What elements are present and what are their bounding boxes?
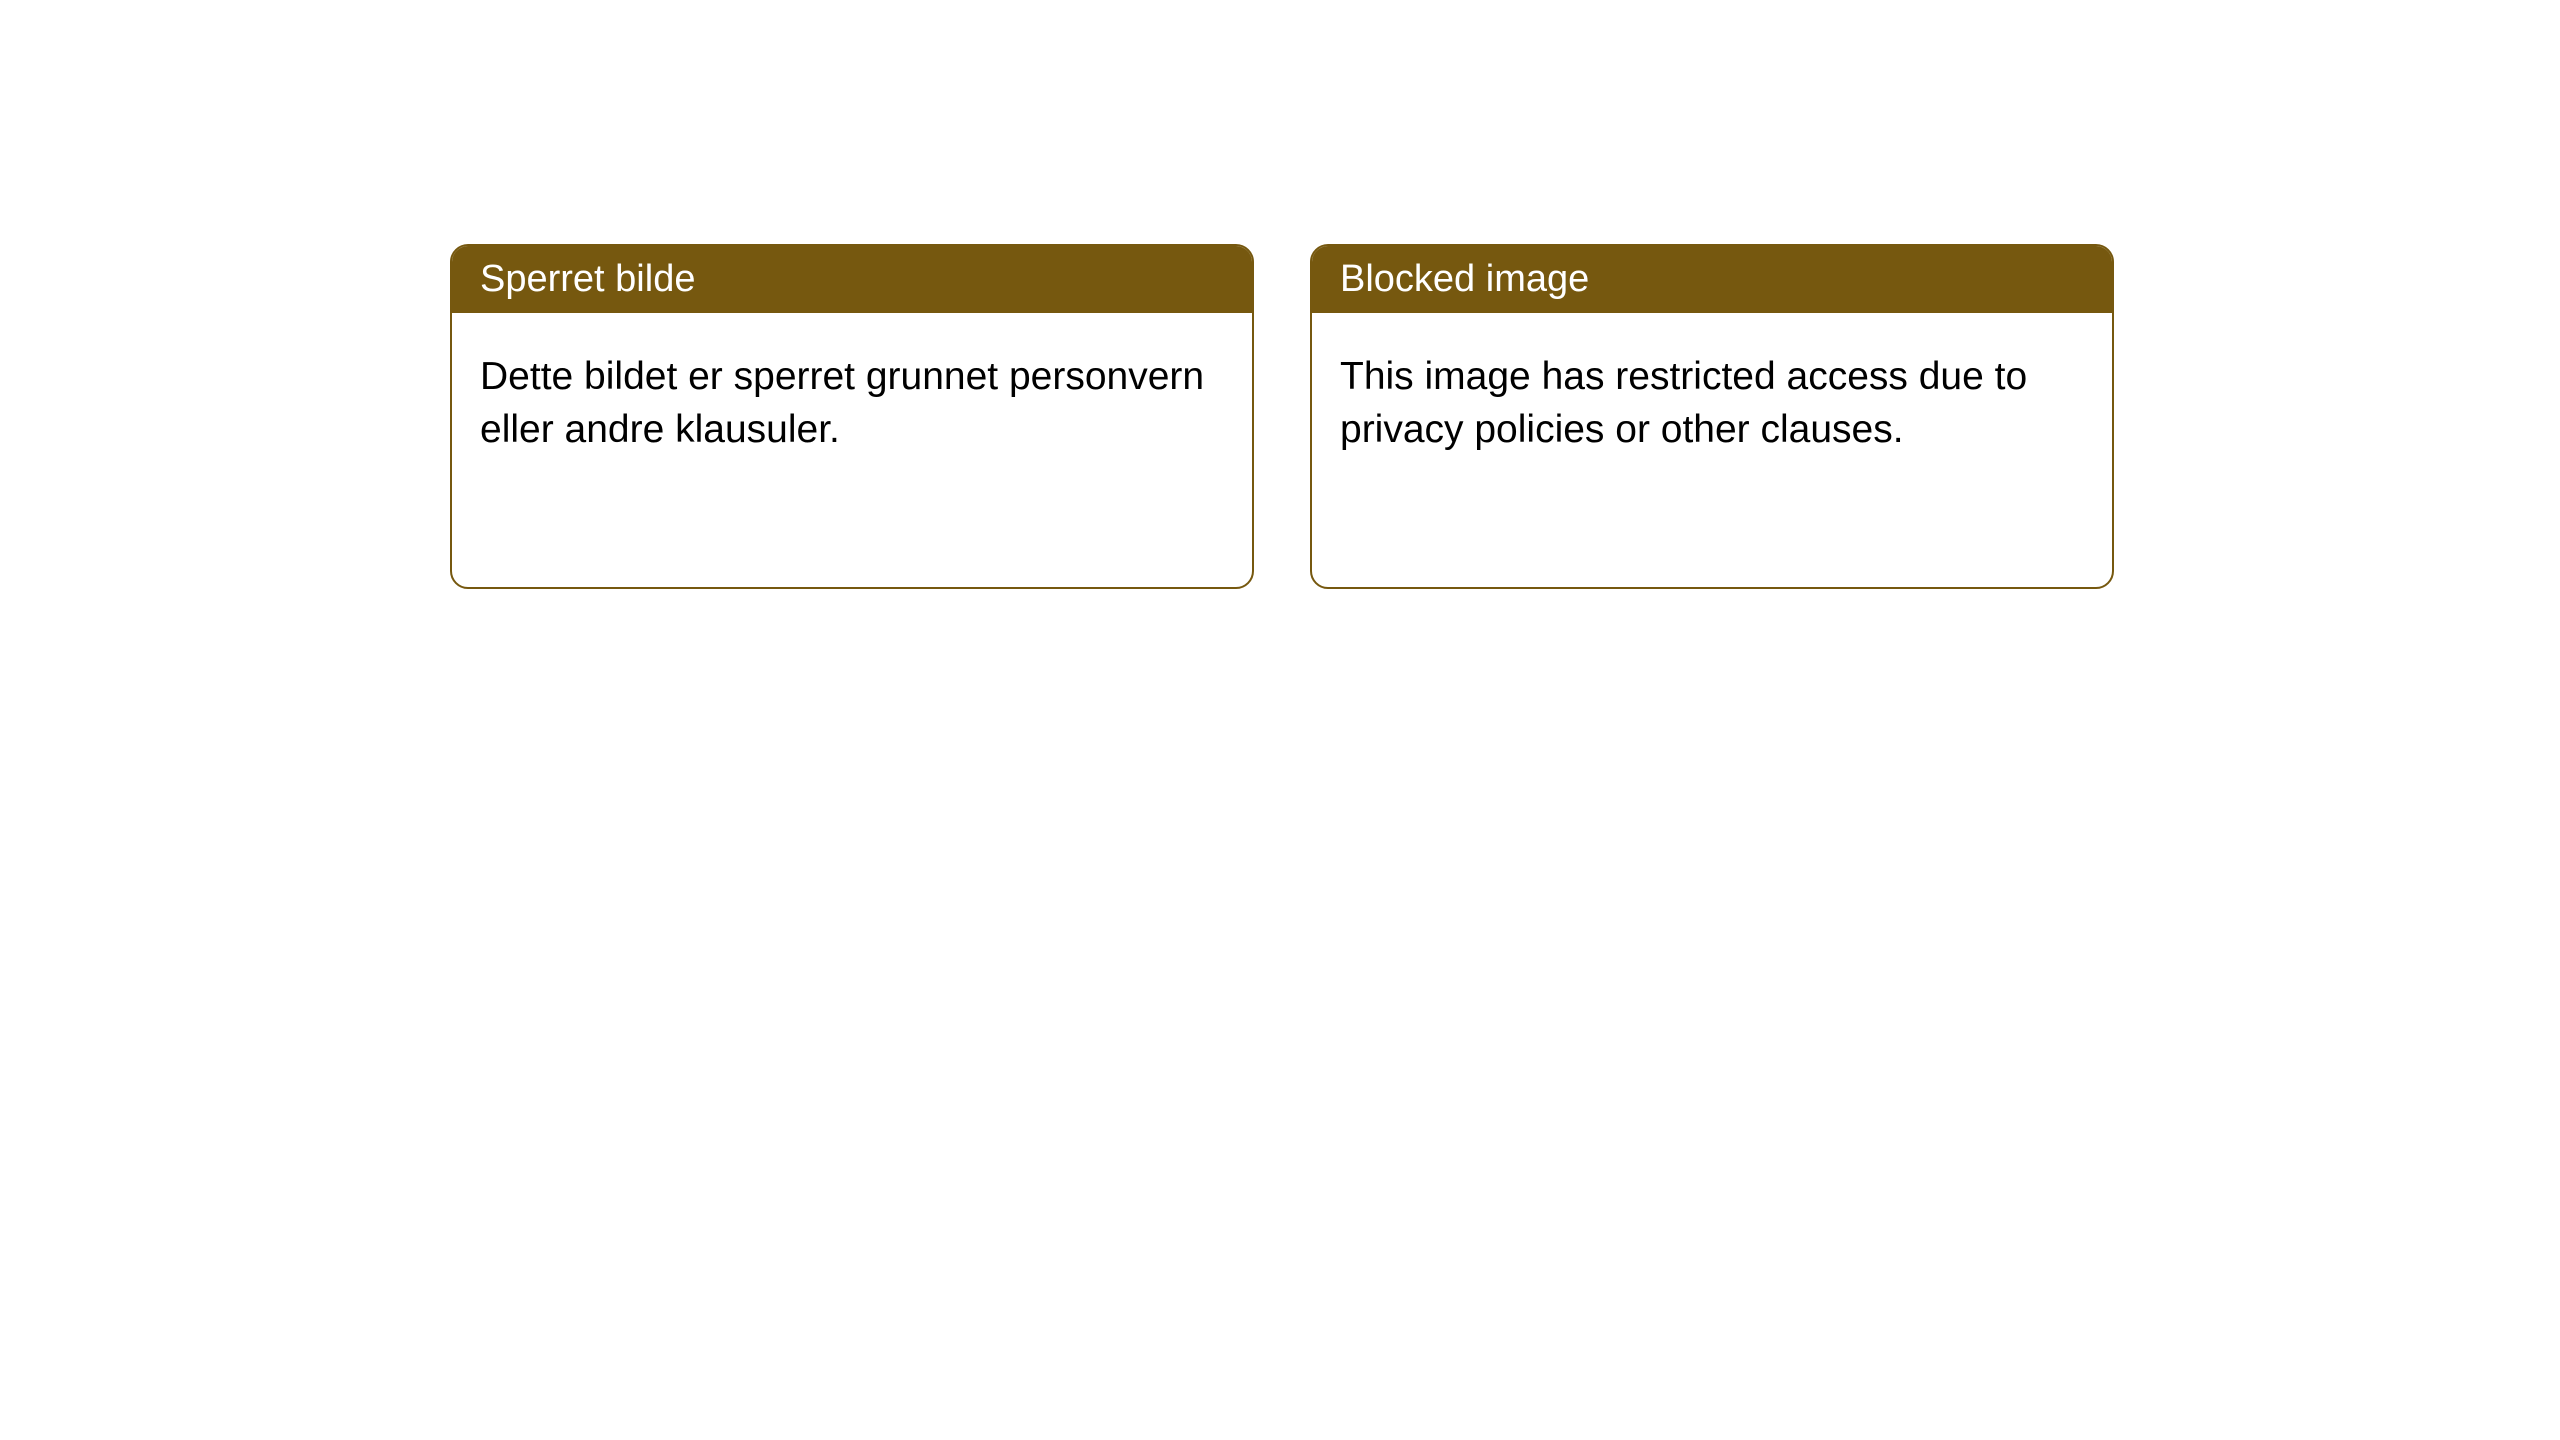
card-body-text: This image has restricted access due to … (1340, 355, 2027, 451)
blocked-image-card-english: Blocked image This image has restricted … (1310, 244, 2114, 589)
card-body: This image has restricted access due to … (1312, 313, 2112, 587)
card-body: Dette bildet er sperret grunnet personve… (452, 313, 1252, 587)
card-header: Sperret bilde (452, 246, 1252, 313)
blocked-image-card-norwegian: Sperret bilde Dette bildet er sperret gr… (450, 244, 1254, 589)
notice-cards-container: Sperret bilde Dette bildet er sperret gr… (0, 0, 2560, 589)
card-title: Blocked image (1340, 258, 1589, 300)
card-header: Blocked image (1312, 246, 2112, 313)
card-body-text: Dette bildet er sperret grunnet personve… (480, 355, 1204, 451)
card-title: Sperret bilde (480, 258, 695, 300)
